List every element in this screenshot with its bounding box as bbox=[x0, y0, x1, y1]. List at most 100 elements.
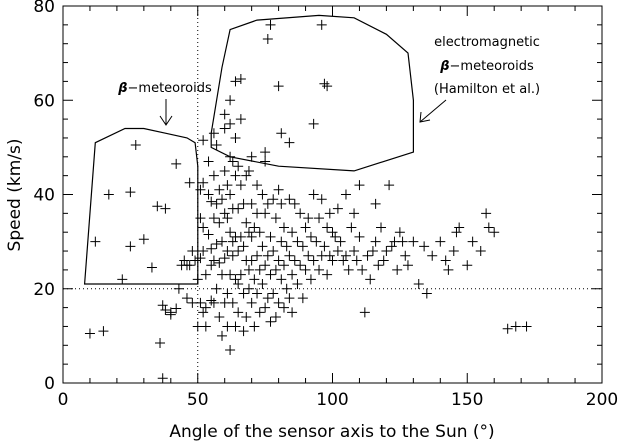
data-point bbox=[203, 229, 214, 240]
data-point bbox=[319, 78, 330, 89]
data-point bbox=[322, 81, 333, 92]
data-point bbox=[219, 123, 230, 134]
x-tick-label: 50 bbox=[187, 390, 209, 410]
data-point bbox=[262, 250, 273, 261]
data-point bbox=[219, 165, 230, 176]
data-point bbox=[254, 264, 265, 275]
data-point bbox=[165, 309, 176, 320]
data-point bbox=[260, 302, 271, 313]
data-point bbox=[257, 241, 268, 252]
data-point bbox=[243, 227, 254, 238]
data-point bbox=[211, 198, 222, 209]
data-point bbox=[241, 312, 252, 323]
data-point bbox=[241, 170, 252, 181]
data-point bbox=[198, 135, 209, 146]
data-point bbox=[273, 184, 284, 195]
data-point bbox=[157, 373, 168, 384]
data-point bbox=[330, 231, 341, 242]
y-tick-label: 40 bbox=[33, 186, 55, 206]
data-point bbox=[308, 189, 319, 200]
data-point bbox=[475, 246, 486, 257]
data-point bbox=[195, 213, 206, 224]
data-point bbox=[276, 198, 287, 209]
data-point bbox=[335, 236, 346, 247]
data-point bbox=[152, 201, 163, 212]
data-point bbox=[351, 255, 362, 266]
data-point bbox=[203, 189, 214, 200]
data-point bbox=[214, 312, 225, 323]
data-point bbox=[268, 288, 279, 299]
data-point bbox=[203, 156, 214, 167]
data-point bbox=[322, 222, 333, 233]
data-point bbox=[270, 312, 281, 323]
data-point bbox=[214, 257, 225, 268]
data-point bbox=[308, 255, 319, 266]
data-point bbox=[198, 177, 209, 188]
data-point bbox=[289, 198, 300, 209]
data-point bbox=[270, 264, 281, 275]
annotation-arrow-em bbox=[419, 99, 447, 123]
data-point bbox=[270, 213, 281, 224]
data-point bbox=[222, 213, 233, 224]
data-point bbox=[235, 180, 246, 191]
data-point bbox=[211, 238, 222, 249]
data-point bbox=[230, 170, 241, 181]
data-point bbox=[260, 208, 271, 219]
data-point bbox=[268, 246, 279, 257]
data-point bbox=[211, 283, 222, 294]
data-point bbox=[370, 198, 381, 209]
data-point bbox=[241, 217, 252, 228]
data-point bbox=[125, 241, 136, 252]
data-point bbox=[354, 231, 365, 242]
data-point bbox=[222, 288, 233, 299]
data-point bbox=[305, 274, 316, 285]
data-points bbox=[84, 19, 532, 384]
data-point bbox=[297, 293, 308, 304]
data-point bbox=[421, 288, 432, 299]
data-point bbox=[98, 326, 109, 337]
data-point bbox=[265, 269, 276, 280]
data-point bbox=[208, 170, 219, 181]
data-point bbox=[179, 255, 190, 266]
data-point bbox=[265, 19, 276, 30]
data-point bbox=[376, 222, 387, 233]
region-beta-meteoroids bbox=[83, 127, 199, 285]
data-point bbox=[227, 250, 238, 261]
data-point bbox=[278, 260, 289, 271]
x-axis-title: Angle of the sensor axis to the Sun (°) bbox=[169, 422, 494, 442]
data-point bbox=[173, 283, 184, 294]
data-point bbox=[252, 250, 263, 261]
data-point bbox=[208, 255, 219, 266]
data-point bbox=[238, 288, 249, 299]
data-point bbox=[192, 274, 203, 285]
data-point bbox=[249, 274, 260, 285]
data-point bbox=[225, 227, 236, 238]
axis-tick-labels: 0 50 100 150 200 0 20 40 60 80 bbox=[33, 0, 618, 410]
data-point bbox=[233, 279, 244, 290]
data-point bbox=[219, 253, 230, 264]
data-point bbox=[190, 255, 201, 266]
data-point bbox=[211, 140, 222, 151]
annotation-arrow-beta bbox=[159, 99, 173, 126]
data-point bbox=[427, 250, 438, 261]
data-point bbox=[319, 241, 330, 252]
data-point bbox=[300, 222, 311, 233]
data-point bbox=[171, 303, 182, 314]
data-point bbox=[235, 74, 246, 85]
data-point bbox=[184, 260, 195, 271]
data-point bbox=[235, 269, 246, 280]
data-point bbox=[217, 330, 228, 341]
data-point bbox=[184, 177, 195, 188]
data-point bbox=[252, 288, 263, 299]
data-point bbox=[467, 236, 478, 247]
data-point bbox=[254, 307, 265, 318]
data-point bbox=[349, 208, 360, 219]
data-point bbox=[316, 194, 327, 205]
data-point bbox=[359, 307, 370, 318]
data-point bbox=[510, 321, 521, 332]
data-point bbox=[281, 283, 292, 294]
data-point bbox=[233, 161, 244, 172]
data-point bbox=[200, 302, 211, 313]
data-point bbox=[249, 321, 260, 332]
region-outlines bbox=[83, 14, 414, 285]
